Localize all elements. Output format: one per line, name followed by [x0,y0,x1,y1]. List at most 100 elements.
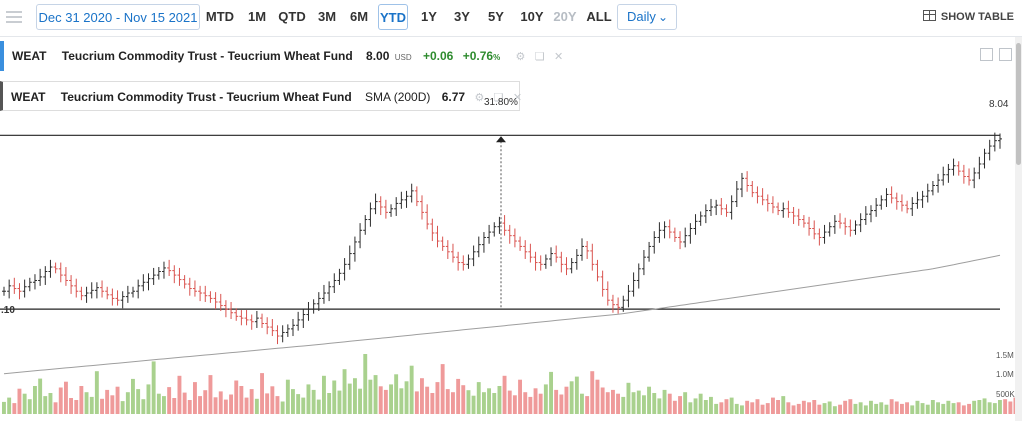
legend-pct-sign: % [493,53,501,62]
range-button-1m[interactable]: 1M [247,9,267,24]
ohlc-bar [781,202,786,218]
range-button-all[interactable]: ALL [586,9,612,24]
volume-bar [626,382,631,414]
ohlc-bar [657,222,662,243]
ohlc-bar [559,251,564,273]
indicator-type: SMA (200D) [365,90,431,104]
menu-icon[interactable] [6,8,22,24]
interval-select[interactable]: Daily ⌄ [617,4,677,30]
volume-bar [172,398,177,414]
ohlc-bar [641,250,646,276]
ohlc-bar [868,205,873,223]
ohlc-bar [27,277,32,292]
scrollbar-thumb[interactable] [1016,43,1021,165]
ohlc-bar [466,254,471,269]
vertical-scrollbar[interactable] [1015,37,1022,421]
ohlc-bar [879,195,884,210]
volume-bar [198,396,202,414]
volume-bar [585,396,590,414]
volume-bar [889,399,894,414]
volume-bar [564,386,569,414]
volume-bar [84,392,89,414]
close-icon[interactable]: ✕ [553,51,564,63]
legend-change-pct: +0.76% [463,49,501,63]
ohlc-bar [688,223,693,244]
volume-bar [244,397,249,414]
date-range-picker[interactable]: Dec 31 2020 - Nov 15 2021 [36,4,200,30]
range-button-10y[interactable]: 10Y [520,9,544,24]
indicator-legend-sma[interactable]: WEAT Teucrium Commodity Trust - Teucrium… [0,81,523,111]
ohlc-bar [327,281,332,302]
fullscreen-icon[interactable] [999,48,1012,61]
volume-bar [936,402,940,414]
ohlc-bar [765,194,770,212]
ohlc-bar [497,216,502,234]
series-legend-weat[interactable]: WEAT Teucrium Commodity Trust - Teucrium… [0,41,563,71]
show-table-label: SHOW TABLE [940,11,1014,23]
ohlc-bar [404,190,409,208]
ohlc-bar [662,221,667,239]
close-icon[interactable]: ✕ [512,92,523,104]
volume-bar [316,399,321,414]
ohlc-bar [832,215,837,234]
ohlc-bar [579,238,584,261]
ohlc-bar [275,325,280,345]
volume-bar [497,386,502,414]
volume-bar [239,386,244,414]
table-icon [922,10,936,21]
volume-bar [611,389,615,414]
ohlc-bar [12,277,17,294]
volume-bar [714,403,719,414]
range-button-5y[interactable]: 5Y [488,9,504,24]
range-button-1y[interactable]: 1Y [421,9,437,24]
range-button-6m[interactable]: 6M [349,9,369,24]
volume-bar [53,402,58,414]
download-icon[interactable] [980,48,993,61]
ohlc-bar [549,247,554,267]
ohlc-bar [290,319,295,337]
ohlc-bar [621,295,626,312]
duplicate-icon[interactable]: ❏ [493,92,504,104]
settings-icon[interactable]: ⚙ [474,92,485,104]
ohlc-bar [652,231,657,254]
ohlc-bar [161,261,166,279]
ohlc-bar [38,268,43,286]
legend-change: +0.06 [422,49,454,63]
volume-bar [296,394,301,414]
volume-bar [796,403,801,414]
settings-icon[interactable]: ⚙ [515,51,526,63]
duplicate-icon[interactable]: ❏ [534,51,545,63]
volume-bar [518,379,522,414]
volume-bar [832,406,837,414]
volume-bar [910,405,915,414]
volume-bar [167,387,172,414]
volume-bar [358,388,362,414]
volume-bar [399,388,404,414]
volume-bar [827,401,832,414]
ohlc-bar [260,313,265,328]
volume-bar [683,392,688,414]
show-table-button[interactable]: SHOW TABLE [922,10,1014,23]
volume-bar [347,383,352,414]
volume-bar [807,402,811,414]
ohlc-bar [208,291,213,303]
volume-bar [647,386,651,414]
ohlc-bar [316,292,321,311]
ohlc-bar [672,227,677,242]
ohlc-bar [487,224,492,244]
range-button-ytd[interactable]: YTD [378,4,408,30]
volume-bar [182,392,187,414]
volume-bar [724,399,729,414]
ohlc-bar [956,161,961,176]
range-button-3m[interactable]: 3M [317,9,337,24]
interval-value: Daily [627,9,656,24]
range-button-qtd[interactable]: QTD [278,9,306,24]
volume-bar [425,386,430,414]
ohlc-bar [915,191,920,209]
range-button-mtd[interactable]: MTD [205,9,235,24]
volume-bar [89,396,94,414]
ohlc-bar [739,172,744,198]
range-button-3y[interactable]: 3Y [454,9,470,24]
volume-bar [187,400,192,414]
